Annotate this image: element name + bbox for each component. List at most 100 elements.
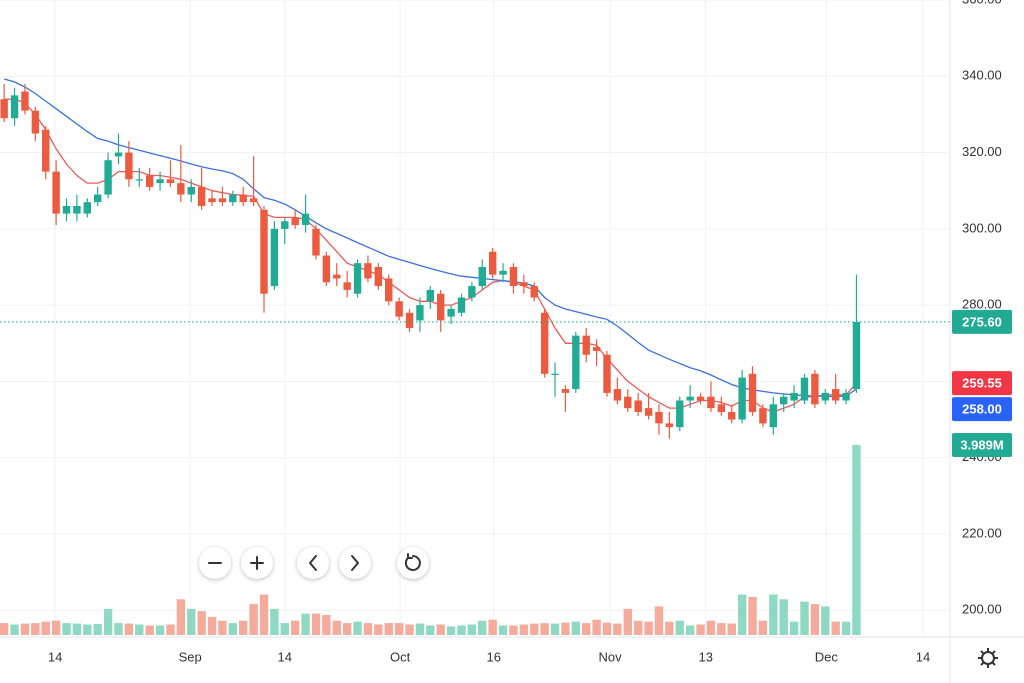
volume-bar bbox=[789, 621, 799, 635]
volume-bar bbox=[239, 620, 248, 635]
volume-bar bbox=[176, 599, 186, 635]
candle-body bbox=[707, 396, 715, 409]
candle-body bbox=[790, 392, 798, 401]
volume-bar bbox=[685, 625, 695, 635]
volume-bar bbox=[207, 616, 217, 635]
volume-bar bbox=[530, 623, 539, 635]
candle-body bbox=[135, 179, 143, 181]
volume-bar bbox=[540, 623, 549, 635]
zoom-out-button[interactable] bbox=[199, 547, 231, 579]
candle-body bbox=[281, 221, 289, 229]
y-tick-label: 200.00 bbox=[962, 602, 1002, 617]
candle-body bbox=[405, 312, 414, 329]
candle-body bbox=[468, 286, 476, 298]
y-tick-label: 220.00 bbox=[962, 525, 1002, 540]
volume-bar bbox=[644, 621, 653, 635]
price-pane bbox=[0, 78, 950, 439]
volume-pane bbox=[0, 445, 861, 635]
price-label: 258.00 bbox=[962, 402, 1002, 417]
candle-body bbox=[10, 95, 19, 119]
settings-button[interactable] bbox=[978, 648, 998, 668]
volume-bar bbox=[821, 606, 830, 635]
volume-bar bbox=[633, 620, 643, 635]
volume-bar bbox=[436, 624, 445, 635]
volume-bar bbox=[342, 623, 352, 635]
candle-body bbox=[759, 408, 767, 424]
candle-body bbox=[478, 267, 486, 287]
candle-body bbox=[634, 400, 642, 412]
volume-bar bbox=[31, 623, 40, 635]
volume-bar bbox=[114, 623, 123, 635]
candle-body bbox=[728, 411, 736, 420]
volume-bar bbox=[550, 623, 560, 635]
volume-bar bbox=[145, 625, 154, 635]
volume-bar bbox=[748, 596, 757, 635]
candle-body bbox=[395, 301, 403, 317]
volume-bar bbox=[571, 621, 581, 635]
candle-body bbox=[83, 202, 92, 214]
candle-body bbox=[842, 392, 850, 401]
volume-bar bbox=[218, 620, 227, 635]
volume-bar bbox=[696, 624, 705, 635]
volume-bar bbox=[353, 621, 362, 635]
volume-bar bbox=[394, 623, 404, 635]
volume-bar bbox=[72, 623, 82, 635]
candle-body bbox=[540, 312, 549, 374]
volume-bar bbox=[426, 625, 435, 635]
candle-body bbox=[52, 171, 60, 214]
volume-bar bbox=[654, 606, 664, 635]
candle-body bbox=[644, 408, 653, 416]
volume-bar bbox=[623, 608, 632, 635]
candle-body bbox=[229, 194, 237, 203]
candle-body bbox=[447, 308, 455, 317]
candle-body bbox=[748, 373, 757, 412]
candle-body bbox=[94, 194, 102, 203]
volume-bar bbox=[498, 625, 508, 635]
volume-bar bbox=[727, 623, 736, 635]
candle-body bbox=[561, 389, 570, 393]
candle-body bbox=[779, 396, 788, 405]
candle-body bbox=[301, 213, 310, 226]
candle-body bbox=[31, 110, 40, 134]
volume-bar bbox=[20, 623, 30, 635]
candle-body bbox=[831, 389, 840, 401]
candle-body bbox=[353, 263, 362, 294]
volume-bar bbox=[405, 624, 414, 635]
candle-body bbox=[249, 198, 258, 203]
candle-body bbox=[104, 160, 112, 195]
candle-body bbox=[166, 179, 175, 184]
candle-body bbox=[686, 396, 694, 401]
zoom-in-button[interactable] bbox=[241, 547, 273, 579]
volume-bar bbox=[249, 604, 258, 635]
volume-bar bbox=[270, 608, 279, 635]
volume-bar bbox=[800, 601, 809, 635]
candle-body bbox=[499, 270, 507, 275]
scroll-left-button[interactable] bbox=[297, 547, 329, 579]
candle-body bbox=[125, 152, 133, 180]
volume-bar bbox=[301, 613, 310, 635]
candle-body bbox=[800, 377, 809, 401]
volume-bar bbox=[841, 621, 851, 635]
volume-bar bbox=[62, 623, 71, 635]
candle-body bbox=[73, 205, 81, 214]
candle-body bbox=[374, 267, 383, 287]
candle-body bbox=[603, 354, 611, 393]
axis-labels: 200.00220.00240.00260.00280.00300.00320.… bbox=[48, 0, 1012, 664]
candle-body bbox=[488, 251, 497, 275]
candle-body bbox=[322, 255, 331, 283]
volume-bar bbox=[831, 621, 840, 635]
volume-bar bbox=[758, 620, 768, 635]
reset-button[interactable] bbox=[397, 547, 429, 579]
candle-body bbox=[208, 198, 216, 203]
volume-bar bbox=[582, 623, 591, 635]
candle-body bbox=[62, 205, 71, 214]
volume-bar bbox=[467, 624, 477, 635]
volume-bar bbox=[737, 594, 747, 635]
candle-body bbox=[270, 228, 279, 287]
x-tick-label: 13 bbox=[699, 649, 713, 664]
candle-body bbox=[291, 217, 299, 226]
scroll-right-button[interactable] bbox=[339, 547, 371, 579]
volume-bar bbox=[197, 611, 206, 635]
